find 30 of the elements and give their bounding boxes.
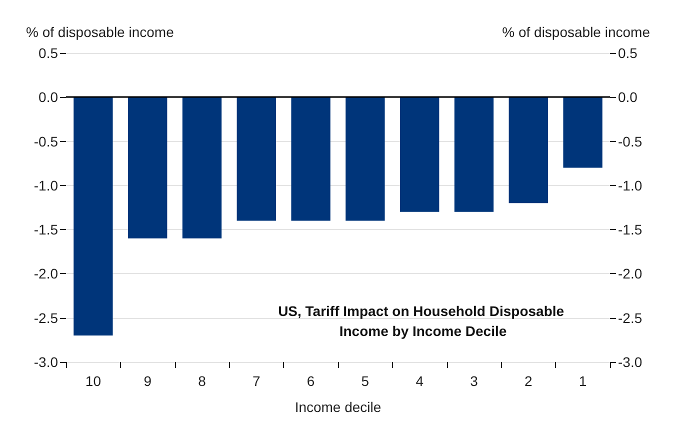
y2-tick-label: -2.5	[618, 310, 642, 326]
x-tick-label: 7	[252, 373, 260, 389]
y-axis-title: % of disposable income	[26, 24, 174, 40]
y-tick-label: -3.0	[34, 354, 58, 370]
x-tick-label: 5	[361, 373, 370, 389]
x-tick-label: 4	[416, 373, 424, 389]
y2-tick-label: 0.0	[618, 89, 638, 106]
y-tick-label: -1.5	[34, 222, 58, 238]
x-tick-label: 9	[144, 373, 152, 389]
y-tick-label: 0.5	[38, 45, 58, 61]
y2-tick-label: -1.0	[618, 177, 642, 194]
y-tick-label: -2.0	[34, 266, 58, 282]
y2-tick-label: -0.5	[618, 133, 642, 150]
y2-axis-title: % of disposable income	[502, 24, 650, 40]
y2-tick-label: -1.5	[618, 222, 642, 238]
x-tick-label: 8	[198, 373, 206, 389]
x-tick-label: 10	[85, 373, 102, 389]
text: US, Tariff Impact on Household Disposable Income by Income Decile	[278, 303, 568, 339]
x-tick-label: 1	[578, 373, 587, 389]
x-axis-title: Income decile	[294, 399, 382, 415]
x-tick-label: 6	[306, 373, 315, 389]
y-tick-label: 0.0	[38, 89, 58, 106]
y-tick-label: -1.0	[34, 177, 58, 194]
y2-tick-label: -3.0	[618, 354, 642, 370]
x-tick-label: 2	[524, 373, 532, 389]
y-tick-label: -2.5	[34, 310, 58, 326]
y2-tick-label: -2.0	[618, 266, 642, 282]
y-tick-label: -0.5	[34, 133, 58, 150]
x-tick-label: 3	[470, 373, 478, 389]
y2-tick-label: 0.5	[618, 45, 638, 61]
